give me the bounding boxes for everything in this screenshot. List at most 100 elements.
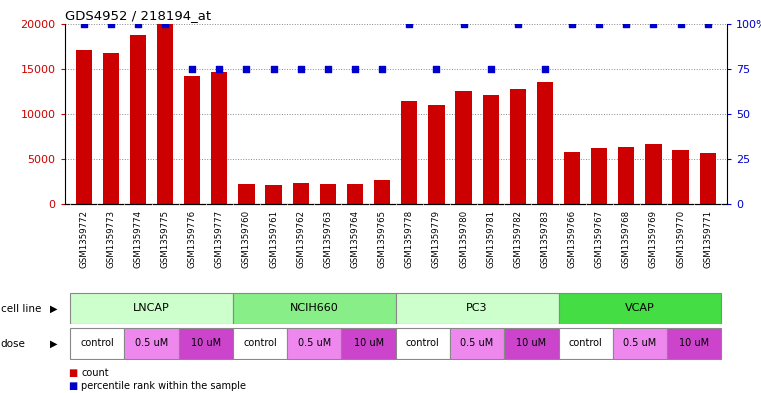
Point (403, 20, 416, 27)
Bar (559, 293, 721, 323)
Point (322, 66, 334, 72)
Bar (455, 92, 472, 204)
Point (430, 66, 442, 72)
Point (376, 66, 388, 72)
Text: GSM1359767: GSM1359767 (595, 210, 603, 268)
Text: percentile rank within the sample: percentile rank within the sample (81, 381, 247, 391)
Bar (103, 53, 119, 204)
Text: dose: dose (1, 339, 26, 349)
Point (295, 66, 307, 72)
Text: GSM1359774: GSM1359774 (133, 210, 142, 268)
Text: control: control (568, 338, 603, 349)
Bar (645, 144, 661, 204)
Bar (320, 184, 336, 204)
Point (539, 66, 551, 72)
Text: GSM1359765: GSM1359765 (377, 210, 387, 268)
Bar (124, 328, 179, 359)
Point (186, 66, 199, 72)
Bar (287, 328, 342, 359)
Bar (233, 328, 287, 359)
Text: GSM1359770: GSM1359770 (676, 210, 685, 268)
Bar (266, 185, 282, 204)
Text: control: control (406, 338, 440, 349)
Point (268, 66, 280, 72)
Point (511, 20, 524, 27)
Text: GSM1359766: GSM1359766 (568, 210, 577, 268)
Bar (238, 184, 255, 204)
Point (213, 66, 225, 72)
Text: ▶: ▶ (49, 339, 57, 349)
Text: GSM1359776: GSM1359776 (188, 210, 196, 268)
Bar (482, 95, 498, 204)
Point (105, 20, 117, 27)
Bar (613, 328, 667, 359)
Text: 0.5 uM: 0.5 uM (623, 338, 657, 349)
Text: GSM1359778: GSM1359778 (405, 210, 414, 268)
Text: GSM1359780: GSM1359780 (459, 210, 468, 268)
Bar (212, 72, 228, 204)
Text: count: count (81, 367, 109, 378)
Text: GSM1359772: GSM1359772 (79, 210, 88, 268)
Text: ■: ■ (68, 381, 78, 391)
Text: GSM1359762: GSM1359762 (296, 210, 305, 268)
Text: GSM1359775: GSM1359775 (161, 210, 170, 268)
Bar (130, 35, 146, 204)
Point (240, 66, 253, 72)
Bar (505, 328, 559, 359)
Text: GSM1359783: GSM1359783 (540, 210, 549, 268)
Point (593, 20, 605, 27)
Bar (342, 328, 396, 359)
Bar (75, 50, 92, 204)
Text: VCAP: VCAP (625, 303, 654, 313)
Point (349, 66, 361, 72)
Text: GSM1359771: GSM1359771 (703, 210, 712, 268)
Bar (591, 148, 607, 204)
Text: GSM1359769: GSM1359769 (649, 210, 658, 268)
Text: GSM1359768: GSM1359768 (622, 210, 631, 268)
Point (702, 20, 714, 27)
Point (78, 20, 90, 27)
Bar (618, 147, 635, 204)
Bar (401, 101, 418, 204)
Text: NCIH660: NCIH660 (290, 303, 339, 313)
Bar (559, 328, 613, 359)
Text: GSM1359782: GSM1359782 (514, 210, 522, 268)
Bar (70, 293, 233, 323)
Point (485, 66, 497, 72)
Bar (374, 180, 390, 204)
Text: GSM1359777: GSM1359777 (215, 210, 224, 268)
Text: PC3: PC3 (466, 303, 488, 313)
Point (132, 20, 144, 27)
Point (457, 20, 470, 27)
Text: 10 uM: 10 uM (679, 338, 709, 349)
Point (620, 20, 632, 27)
Text: GSM1359779: GSM1359779 (432, 210, 441, 268)
Text: GSM1359773: GSM1359773 (107, 210, 116, 268)
Bar (450, 328, 505, 359)
Bar (396, 293, 559, 323)
Text: 0.5 uM: 0.5 uM (460, 338, 494, 349)
Bar (184, 76, 200, 204)
Text: GSM1359764: GSM1359764 (351, 210, 359, 268)
Bar (673, 150, 689, 204)
Bar (667, 328, 721, 359)
Point (648, 20, 660, 27)
Text: 10 uM: 10 uM (354, 338, 384, 349)
Text: GSM1359760: GSM1359760 (242, 210, 251, 268)
Text: control: control (244, 338, 277, 349)
Text: GSM1359781: GSM1359781 (486, 210, 495, 268)
Point (159, 20, 171, 27)
Text: ▶: ▶ (49, 303, 57, 314)
Bar (537, 83, 553, 204)
Text: 10 uM: 10 uM (191, 338, 221, 349)
Text: GDS4952 / 218194_at: GDS4952 / 218194_at (65, 9, 211, 22)
Bar (157, 24, 174, 204)
Bar (347, 184, 363, 204)
Text: LNCAP: LNCAP (133, 303, 170, 313)
Bar (70, 328, 124, 359)
Point (674, 20, 686, 27)
Bar (179, 328, 233, 359)
Point (566, 20, 578, 27)
Text: GSM1359763: GSM1359763 (323, 210, 333, 268)
Text: GSM1359761: GSM1359761 (269, 210, 278, 268)
